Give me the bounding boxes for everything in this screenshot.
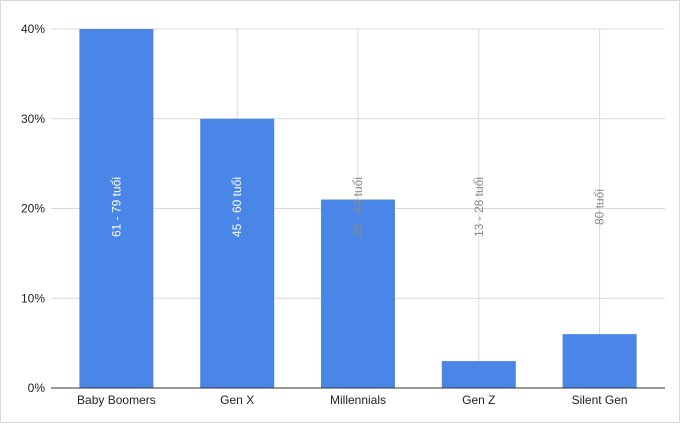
x-category-label: Gen X [220,393,254,407]
x-category-label: Baby Boomers [77,393,156,407]
bar-data-label: 13 - 28 tuổi [472,177,486,237]
x-category-label: Gen Z [462,393,495,407]
y-tick-label: 0% [28,381,46,395]
bar [441,361,516,388]
y-axis-ticks: 0% 10% 20% 30% 40% [21,22,45,395]
y-tick-label: 30% [21,112,45,126]
x-category-label: Millennials [330,393,386,407]
bar [321,199,395,388]
bar [79,29,154,388]
bar [200,118,275,388]
bars [79,29,637,388]
y-tick-label: 40% [21,22,45,36]
x-axis-labels: Baby Boomers Gen X Millennials Gen Z Silent … [77,393,628,407]
bar [562,334,637,388]
bar-data-label: 29 - 44 tuổi [351,177,365,237]
bar-data-labels: 61 - 79 tuổi 45 - 60 tuổi 29 - 44 tuổi 13 -… [109,177,606,237]
bar-data-label: 61 - 79 tuổi [109,177,123,237]
bar-data-label: 45 - 60 tuổi [230,177,244,237]
y-tick-label: 10% [21,291,45,305]
x-category-label: Silent Gen [572,393,628,407]
bar-data-label: 80 tuổi [593,189,607,225]
y-tick-label: 20% [21,202,45,216]
